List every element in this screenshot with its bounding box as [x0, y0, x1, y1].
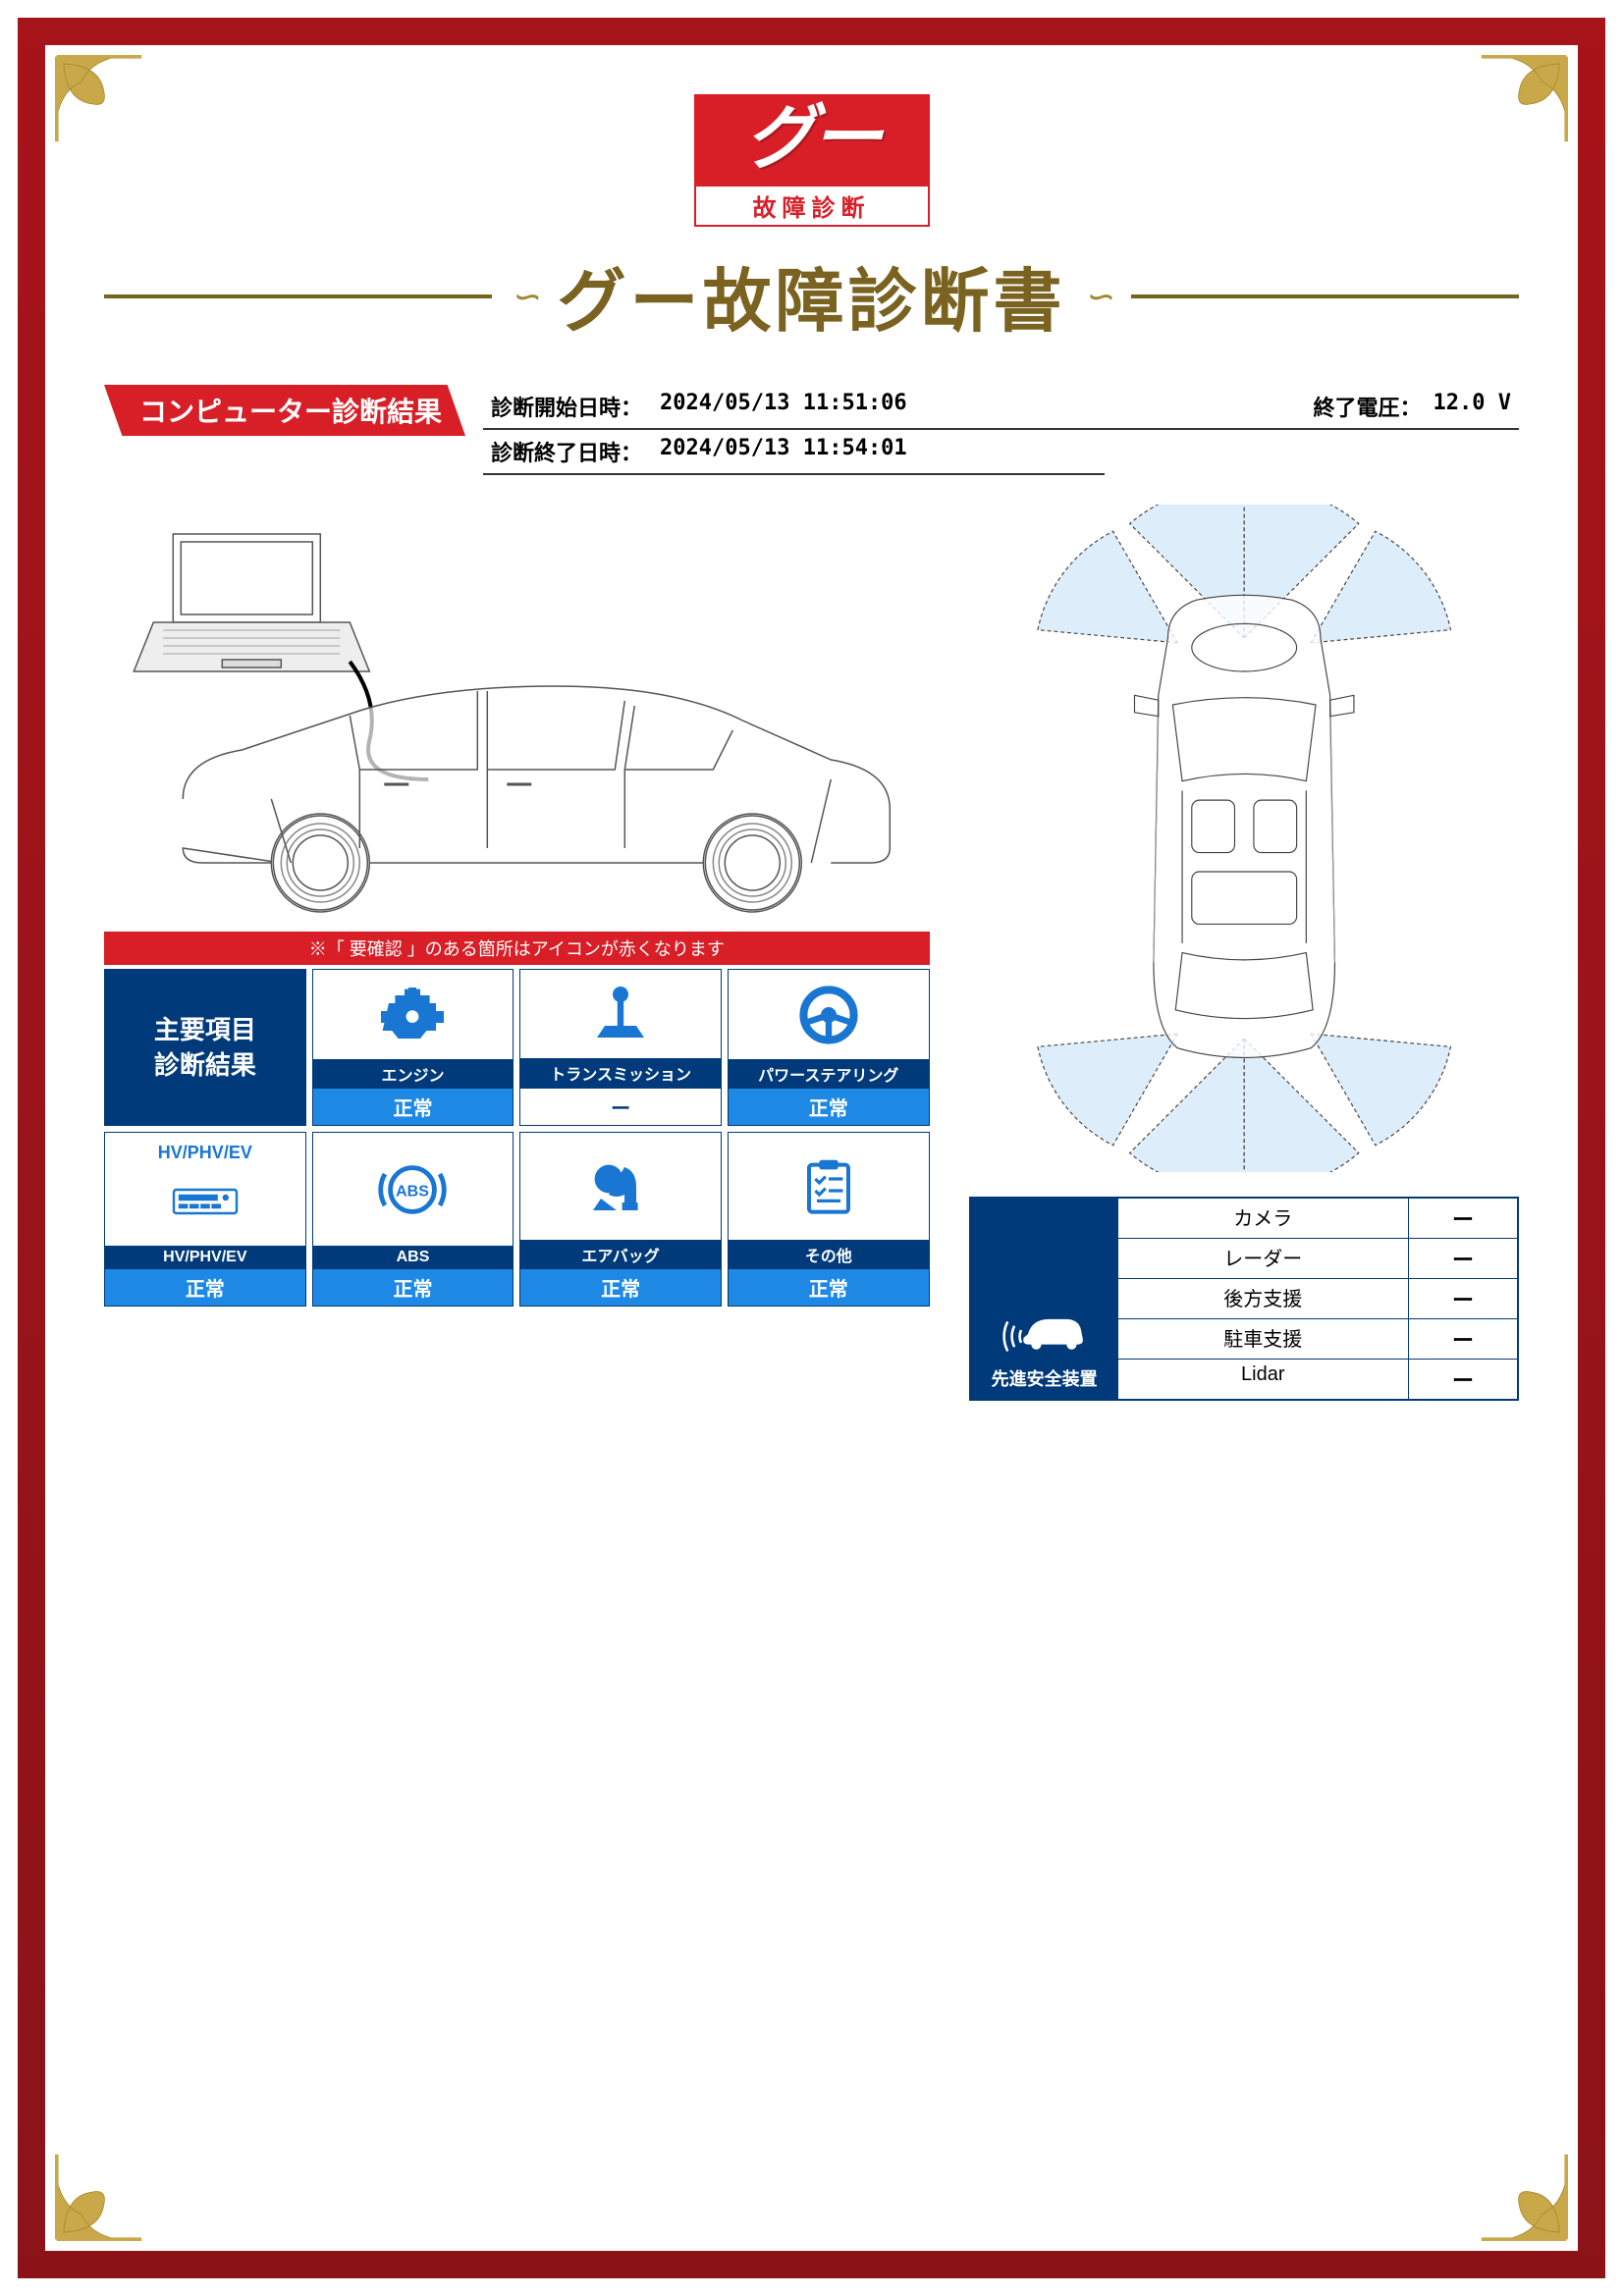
car-top-sensor-icon	[969, 505, 1519, 1172]
end-value: 2024/05/13 11:54:01	[660, 436, 907, 467]
start-label: 診断開始日時：	[491, 391, 648, 422]
title-row: ∽ グー故障診断書 ∽	[104, 246, 1519, 346]
safety-value: ー	[1409, 1360, 1517, 1399]
transmission-icon	[520, 970, 721, 1058]
logo-main: グー	[694, 94, 930, 185]
engine-icon	[313, 970, 514, 1059]
safety-row: Lidar ー	[1118, 1360, 1517, 1399]
left-column: ※「 要確認 」のある箇所はアイコンが赤くなります 主要項目 診断結果 エンジン…	[104, 505, 930, 1401]
diag-status: 正常	[729, 1269, 929, 1306]
safety-table: 先進安全装置 カメラ ー レーダー ー 後方支援 ー	[969, 1197, 1519, 1401]
safety-name: Lidar	[1118, 1360, 1409, 1399]
car-side-illustration-icon	[104, 505, 930, 917]
voltage-label: 終了電圧：	[1314, 391, 1422, 422]
safety-value: ー	[1409, 1239, 1517, 1278]
diag-hv: HV/PHV/EV HV/PHV/EV 正常	[104, 1132, 306, 1307]
page-title: グー故障診断書	[558, 246, 1066, 346]
svg-text:ABS: ABS	[397, 1183, 430, 1200]
safety-value: ー	[1409, 1199, 1517, 1238]
info-line-start: 診断開始日時： 2024/05/13 11:51:06 終了電圧： 12.0 V	[483, 385, 1519, 430]
diag-status: 正常	[313, 1089, 514, 1125]
main-results-title: 主要項目 診断結果	[104, 969, 306, 1126]
diag-airbag: エアバッグ 正常	[519, 1132, 722, 1307]
diag-label: パワーステアリング	[729, 1059, 929, 1089]
flourish-icon: ∽	[510, 276, 539, 317]
diag-label: HV/PHV/EV	[105, 1246, 305, 1269]
diag-other: その他 正常	[728, 1132, 930, 1307]
diag-status: ー	[520, 1088, 721, 1125]
safety-value: ー	[1409, 1279, 1517, 1318]
corner-ornament-icon	[55, 2153, 143, 2241]
info-lines: 診断開始日時： 2024/05/13 11:51:06 終了電圧： 12.0 V…	[483, 385, 1519, 475]
diag-status: 正常	[520, 1269, 721, 1306]
diagnostic-grid: 主要項目 診断結果 エンジン 正常 トランスミッション	[104, 969, 930, 1307]
logo-block: グー 故障診断	[694, 94, 930, 227]
start-value: 2024/05/13 11:51:06	[660, 391, 907, 422]
title-line-left	[104, 294, 492, 298]
title-line-right	[1131, 294, 1519, 298]
steering-icon	[729, 970, 929, 1059]
diag-label: エアバッグ	[520, 1240, 721, 1269]
document-border: グー 故障診断 ∽ グー故障診断書 ∽ コンピューター診断結果 診断開始日時： …	[18, 18, 1605, 2278]
safety-row: レーダー ー	[1118, 1239, 1517, 1279]
main-results-title-text: 主要項目 診断結果	[154, 1012, 256, 1084]
end-label: 診断終了日時：	[491, 436, 648, 467]
diag-label: エンジン	[313, 1059, 514, 1089]
diag-power-steering: パワーステアリング 正常	[728, 969, 930, 1126]
corner-ornament-icon	[1480, 2153, 1568, 2241]
diag-engine: エンジン 正常	[312, 969, 514, 1126]
right-column: 先進安全装置 カメラ ー レーダー ー 後方支援 ー	[969, 505, 1519, 1401]
safety-header-label: 先進安全装置	[992, 1365, 1098, 1391]
safety-rows: カメラ ー レーダー ー 後方支援 ー 駐車支援	[1118, 1199, 1517, 1399]
diag-transmission: トランスミッション ー	[519, 969, 722, 1126]
corner-ornament-icon	[55, 55, 143, 143]
diag-label: ABS	[313, 1246, 514, 1269]
safety-row: カメラ ー	[1118, 1199, 1517, 1239]
voltage-value: 12.0 V	[1434, 391, 1511, 422]
flourish-icon: ∽	[1084, 276, 1113, 317]
corner-ornament-icon	[1480, 55, 1568, 143]
diag-status: 正常	[105, 1269, 305, 1306]
airbag-icon	[520, 1133, 721, 1240]
abs-icon: ABS	[313, 1133, 514, 1246]
safety-row: 後方支援 ー	[1118, 1279, 1517, 1319]
safety-name: 後方支援	[1118, 1279, 1409, 1318]
clipboard-icon	[729, 1133, 929, 1240]
page: グー 故障診断 ∽ グー故障診断書 ∽ コンピューター診断結果 診断開始日時： …	[45, 45, 1578, 2251]
diag-abs: ABS ABS 正常	[312, 1132, 514, 1307]
diag-status: 正常	[729, 1089, 929, 1125]
hv-icon: HV/PHV/EV	[105, 1133, 305, 1246]
notice-bar: ※「 要確認 」のある箇所はアイコンが赤くなります	[104, 932, 930, 965]
safety-name: レーダー	[1118, 1239, 1409, 1278]
diag-status: 正常	[313, 1269, 514, 1306]
diagram-row: ※「 要確認 」のある箇所はアイコンが赤くなります 主要項目 診断結果 エンジン…	[104, 505, 1519, 1401]
info-line-end: 診断終了日時： 2024/05/13 11:54:01	[483, 430, 1105, 475]
car-sensor-icon	[1001, 1301, 1089, 1360]
hv-text-icon: HV/PHV/EV	[158, 1143, 252, 1163]
diag-label: トランスミッション	[520, 1058, 721, 1088]
safety-value: ー	[1409, 1319, 1517, 1359]
logo-sub: 故障診断	[694, 185, 930, 227]
section-badge: コンピューター診断結果	[104, 385, 465, 436]
safety-name: 駐車支援	[1118, 1319, 1409, 1359]
diag-label: その他	[729, 1240, 929, 1269]
safety-header: 先進安全装置	[971, 1199, 1118, 1399]
safety-row: 駐車支援 ー	[1118, 1319, 1517, 1360]
info-row: コンピューター診断結果 診断開始日時： 2024/05/13 11:51:06 …	[104, 385, 1519, 475]
safety-name: カメラ	[1118, 1199, 1409, 1238]
